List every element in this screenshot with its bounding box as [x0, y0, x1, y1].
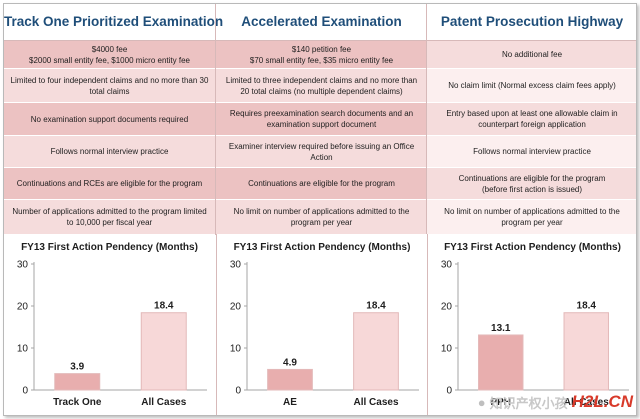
- table-cell: $140 petition fee $70 small entity fee, $…: [216, 41, 427, 69]
- bar: [140, 312, 187, 391]
- category-label: Track One: [53, 397, 102, 408]
- data-label: 13.1: [491, 323, 511, 334]
- table-cell: Follows normal interview practice: [4, 136, 215, 168]
- watermark-logo: H2L.CN: [571, 392, 633, 411]
- category-label: All Cases: [353, 397, 398, 408]
- table-cell: No examination support documents require…: [4, 103, 215, 136]
- chart-title: FY13 First Action Pendency (Months): [234, 242, 411, 253]
- table-cell: Continuations are eligible for the progr…: [216, 168, 427, 200]
- column-header: Track One Prioritized Examination: [4, 4, 223, 41]
- column-pph: Patent Prosecution Highway No additional…: [426, 4, 636, 235]
- y-tick-label: 0: [22, 386, 28, 397]
- table-cell: Entry based upon at least one allowable …: [427, 103, 636, 136]
- table-cell: No claim limit (Normal excess claim fees…: [427, 69, 636, 103]
- category-label: All Cases: [564, 397, 609, 408]
- pendency-chart-ae: FY13 First Action Pendency (Months) 0 10 20…: [216, 234, 427, 415]
- table-cell: No limit on number of applications admit…: [216, 200, 427, 235]
- chart-title: FY13 First Action Pendency (Months): [21, 242, 198, 253]
- data-label: 18.4: [154, 301, 174, 312]
- bar: [54, 373, 101, 391]
- y-tick-label: 0: [446, 386, 452, 397]
- data-label: 18.4: [577, 301, 597, 312]
- chart-svg: FY13 First Action Pendency (Months) 0 10 20…: [17, 242, 207, 408]
- column-header: Patent Prosecution Highway: [427, 4, 636, 41]
- table-cell: Continuations are eligible for the progr…: [427, 168, 636, 200]
- chart-title: FY13 First Action Pendency (Months): [444, 242, 621, 253]
- column-accelerated-exam: Accelerated Examination $140 petition fe…: [215, 4, 427, 235]
- watermark-text: 知识产权小孩: [489, 395, 568, 411]
- chart-svg: FY13 First Action Pendency (Months) 0 10 20…: [441, 242, 629, 408]
- data-label: 3.9: [70, 362, 84, 373]
- table-cell: Number of applications admitted to the p…: [4, 200, 215, 235]
- table-cell: No limit on number of applications admit…: [427, 200, 636, 235]
- column-header: Accelerated Examination: [216, 4, 427, 41]
- y-tick-label: 10: [230, 344, 242, 355]
- column-track-one: Track One Prioritized Examination $4000 …: [4, 4, 223, 235]
- category-label: PPH: [490, 397, 511, 408]
- bar: [267, 368, 313, 391]
- y-tick-label: 20: [230, 302, 242, 313]
- bar: [563, 312, 609, 391]
- y-tick-label: 30: [441, 260, 453, 271]
- data-label: 4.9: [283, 357, 297, 368]
- bar: [478, 334, 524, 391]
- table-cell: Limited to four independent claims and n…: [4, 69, 215, 103]
- category-label: AE: [283, 397, 297, 408]
- y-tick-label: 30: [17, 260, 29, 271]
- table-cell: Limited to three independent claims and …: [216, 69, 427, 103]
- data-label: 18.4: [366, 301, 386, 312]
- table-cell: Continuations and RCEs are eligible for …: [4, 168, 215, 200]
- y-tick-label: 30: [230, 260, 242, 271]
- pendency-chart-track-one: FY13 First Action Pendency (Months) 0 10 20…: [4, 234, 215, 415]
- bar: [353, 312, 399, 391]
- wechat-icon: ●: [477, 394, 486, 410]
- chart-svg: FY13 First Action Pendency (Months) 0 10 20…: [230, 242, 419, 408]
- pendency-chart-pph: FY13 First Action Pendency (Months) 0 10 20…: [427, 234, 636, 415]
- y-tick-label: 10: [17, 344, 29, 355]
- table-cell: Follows normal interview practice: [427, 136, 636, 168]
- table-cell: Examiner interview required before issui…: [216, 136, 427, 168]
- y-tick-label: 20: [441, 302, 453, 313]
- watermark: ● 知识产权小孩 H2L.CN: [478, 392, 633, 412]
- y-tick-label: 20: [17, 302, 29, 313]
- y-tick-label: 0: [235, 386, 241, 397]
- category-label: All Cases: [141, 397, 186, 408]
- y-tick-label: 10: [441, 344, 453, 355]
- table-cell: $4000 fee $2000 small entity fee, $1000 m…: [4, 41, 215, 69]
- table-cell: No additional fee: [427, 41, 636, 69]
- table-cell: Requires preexamination search documents…: [216, 103, 427, 136]
- comparison-table: Track One Prioritized Examination $4000 …: [3, 3, 637, 416]
